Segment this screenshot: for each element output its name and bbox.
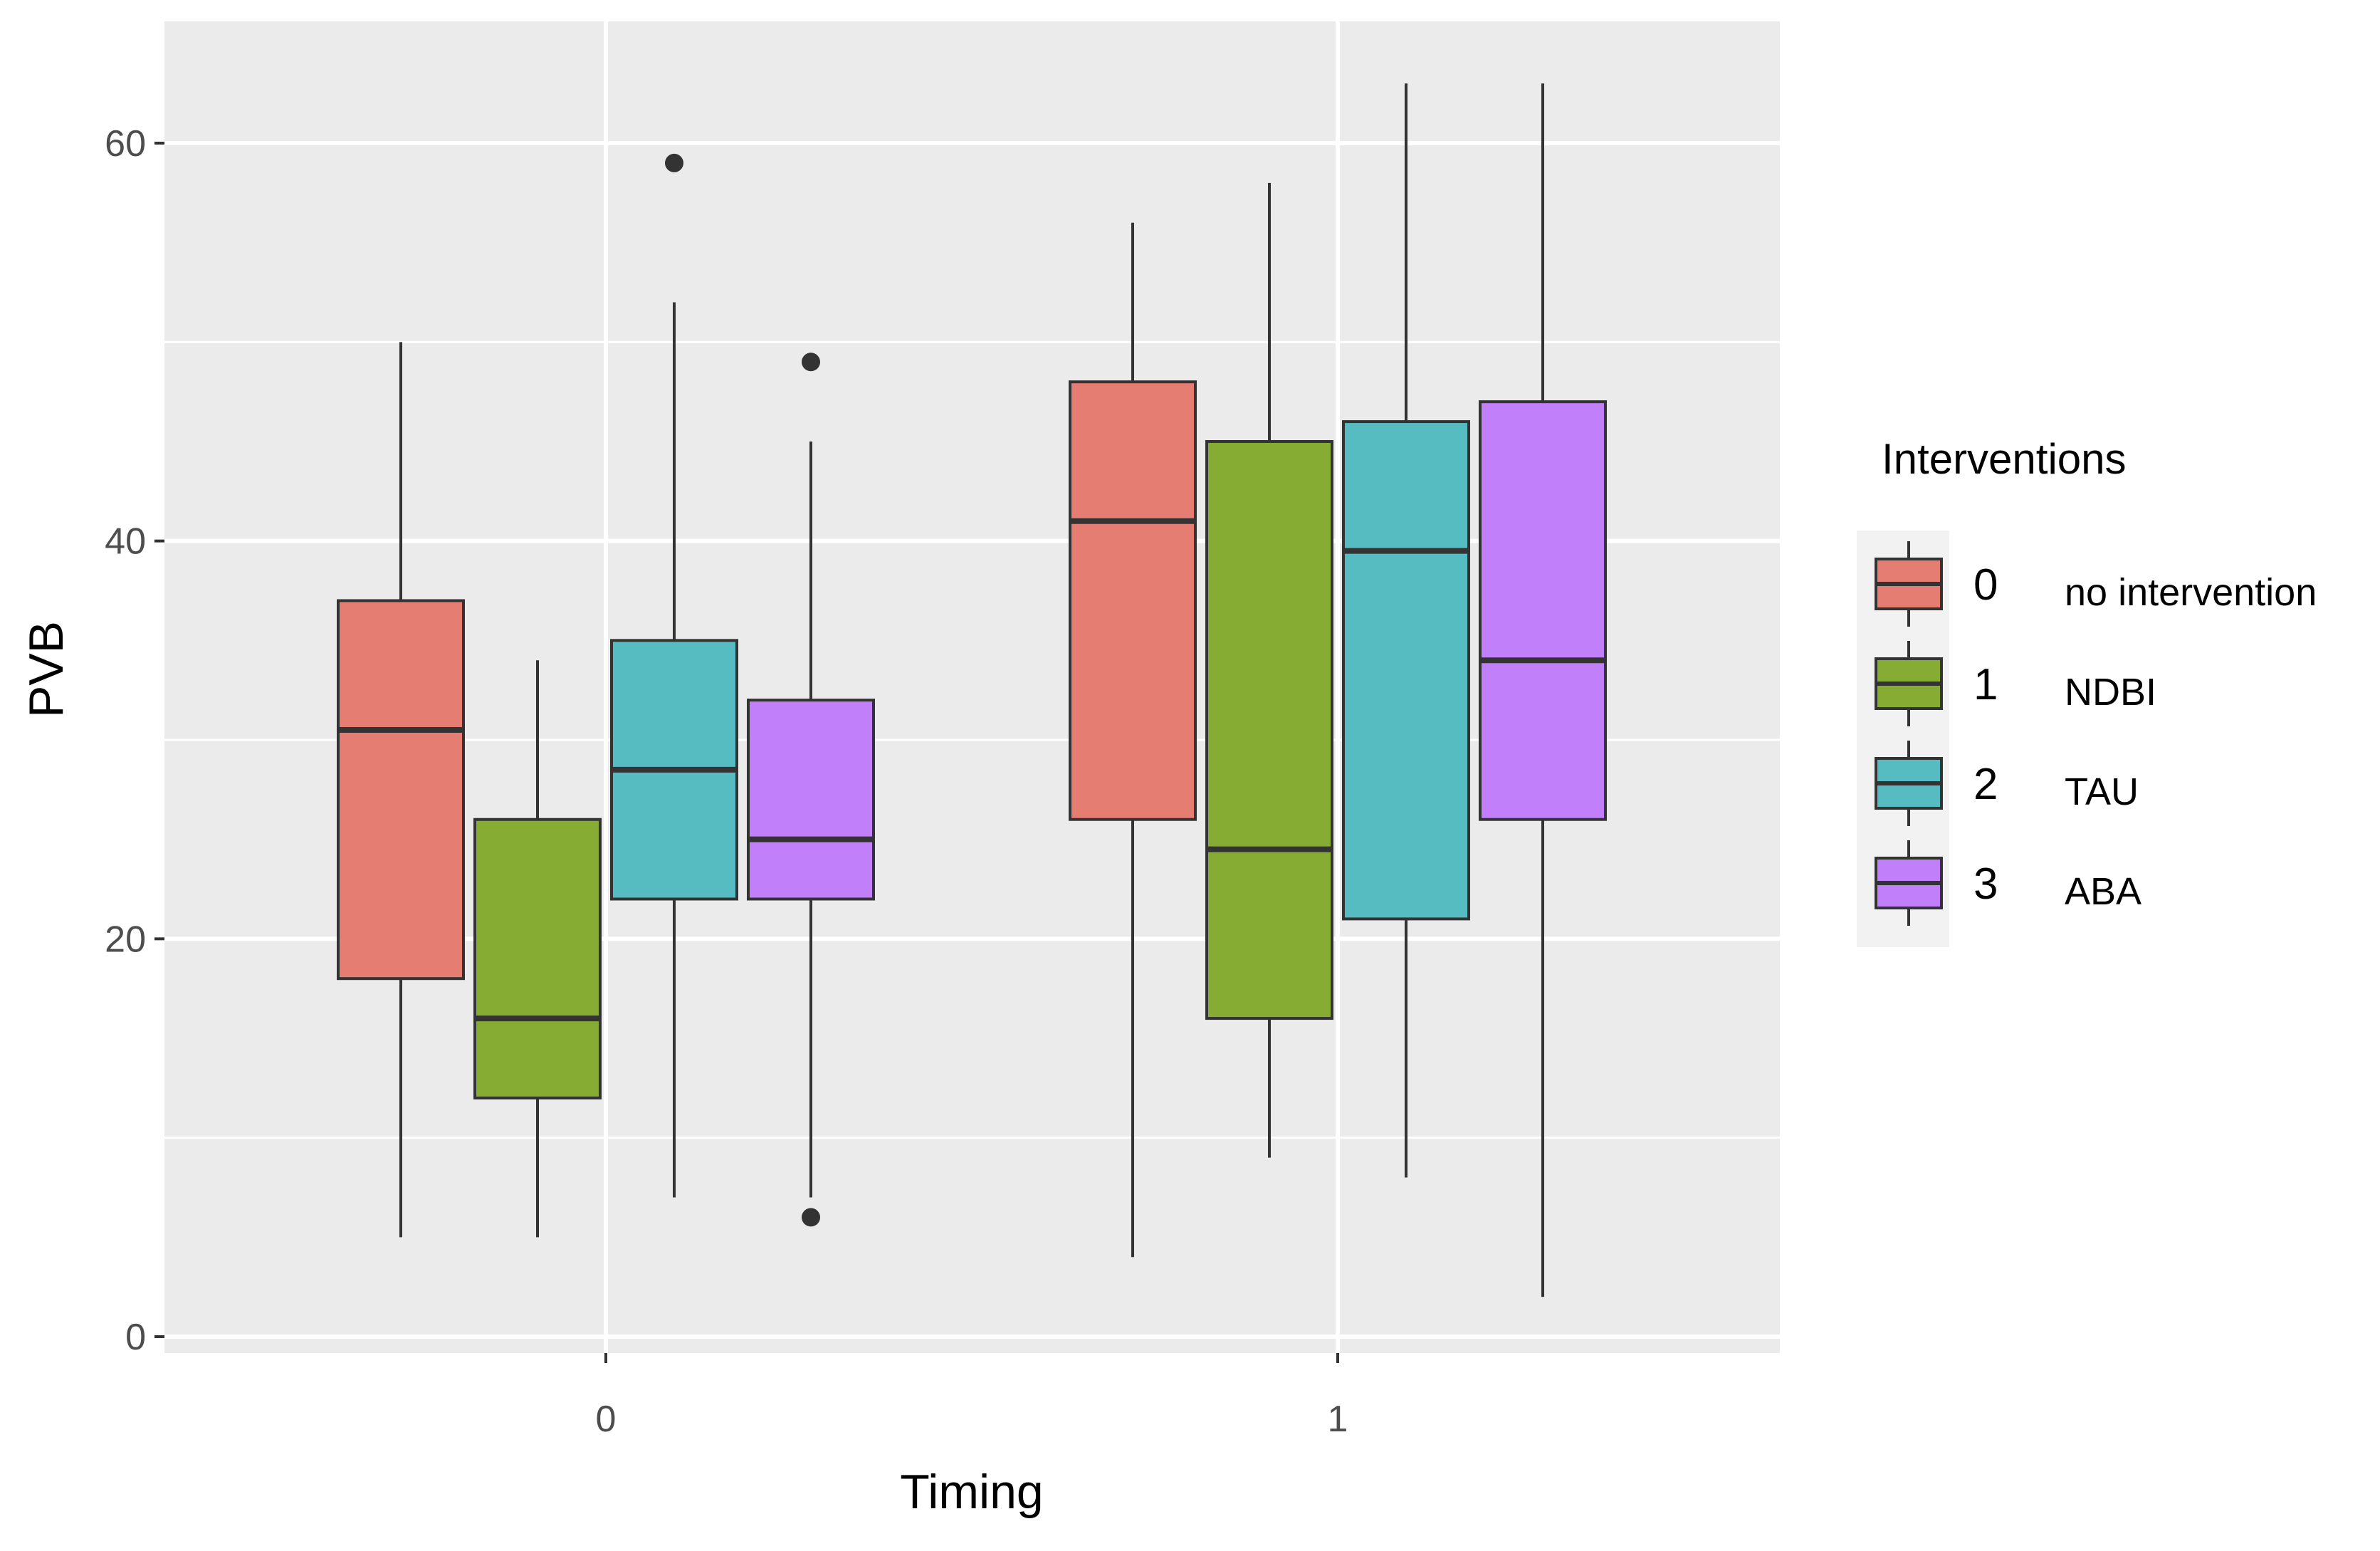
y-axis-title: PVB bbox=[19, 621, 73, 718]
y-tick-label: 60 bbox=[105, 123, 146, 164]
x-tick-label: 0 bbox=[596, 1399, 617, 1440]
y-axis: 0 20 40 60 bbox=[105, 123, 164, 1358]
legend: 0 no intervention 1 NDBI 2 TAU 3 ABA bbox=[1857, 531, 2317, 947]
legend-key-label: 1 bbox=[1973, 660, 1998, 709]
legend-entry: 1 NDBI bbox=[1875, 641, 2156, 726]
outlier-point bbox=[802, 1208, 820, 1227]
y-tick-label: 0 bbox=[125, 1317, 146, 1358]
box-group bbox=[1342, 83, 1470, 1178]
box bbox=[473, 818, 602, 1100]
boxes-layer bbox=[337, 83, 1607, 1297]
box-group bbox=[1205, 182, 1333, 1158]
x-axis-title: Timing bbox=[900, 1465, 1044, 1519]
y-tick-label: 20 bbox=[105, 919, 146, 960]
legend-key-label: 0 bbox=[1973, 560, 1998, 610]
box-group bbox=[1069, 222, 1197, 1258]
box-group bbox=[747, 352, 875, 1227]
legend-description: no intervention bbox=[2065, 571, 2317, 614]
box-group bbox=[473, 660, 602, 1238]
legend-description: NDBI bbox=[2065, 671, 2156, 714]
outlier-point bbox=[665, 153, 683, 172]
box bbox=[1342, 420, 1470, 921]
legend-description: TAU bbox=[2065, 771, 2139, 813]
outlier-point bbox=[802, 352, 820, 372]
legend-entry: 0 no intervention bbox=[1875, 541, 2317, 627]
box-group bbox=[337, 342, 465, 1238]
x-tick-label: 1 bbox=[1328, 1399, 1348, 1440]
y-tick-label: 40 bbox=[105, 521, 146, 563]
legend-title: Interventions bbox=[1882, 435, 2127, 483]
box bbox=[337, 599, 465, 981]
box bbox=[1205, 440, 1333, 1020]
legend-key-label: 3 bbox=[1973, 860, 1998, 909]
box-group bbox=[1479, 83, 1607, 1297]
legend-key-label: 2 bbox=[1973, 760, 1998, 809]
legend-description: ABA bbox=[2065, 870, 2142, 913]
box-group bbox=[610, 153, 738, 1198]
box bbox=[747, 699, 875, 901]
box bbox=[1069, 380, 1197, 821]
legend-entry: 2 TAU bbox=[1875, 741, 2139, 826]
legend-entry: 3 ABA bbox=[1875, 840, 2142, 926]
box bbox=[1479, 400, 1607, 821]
